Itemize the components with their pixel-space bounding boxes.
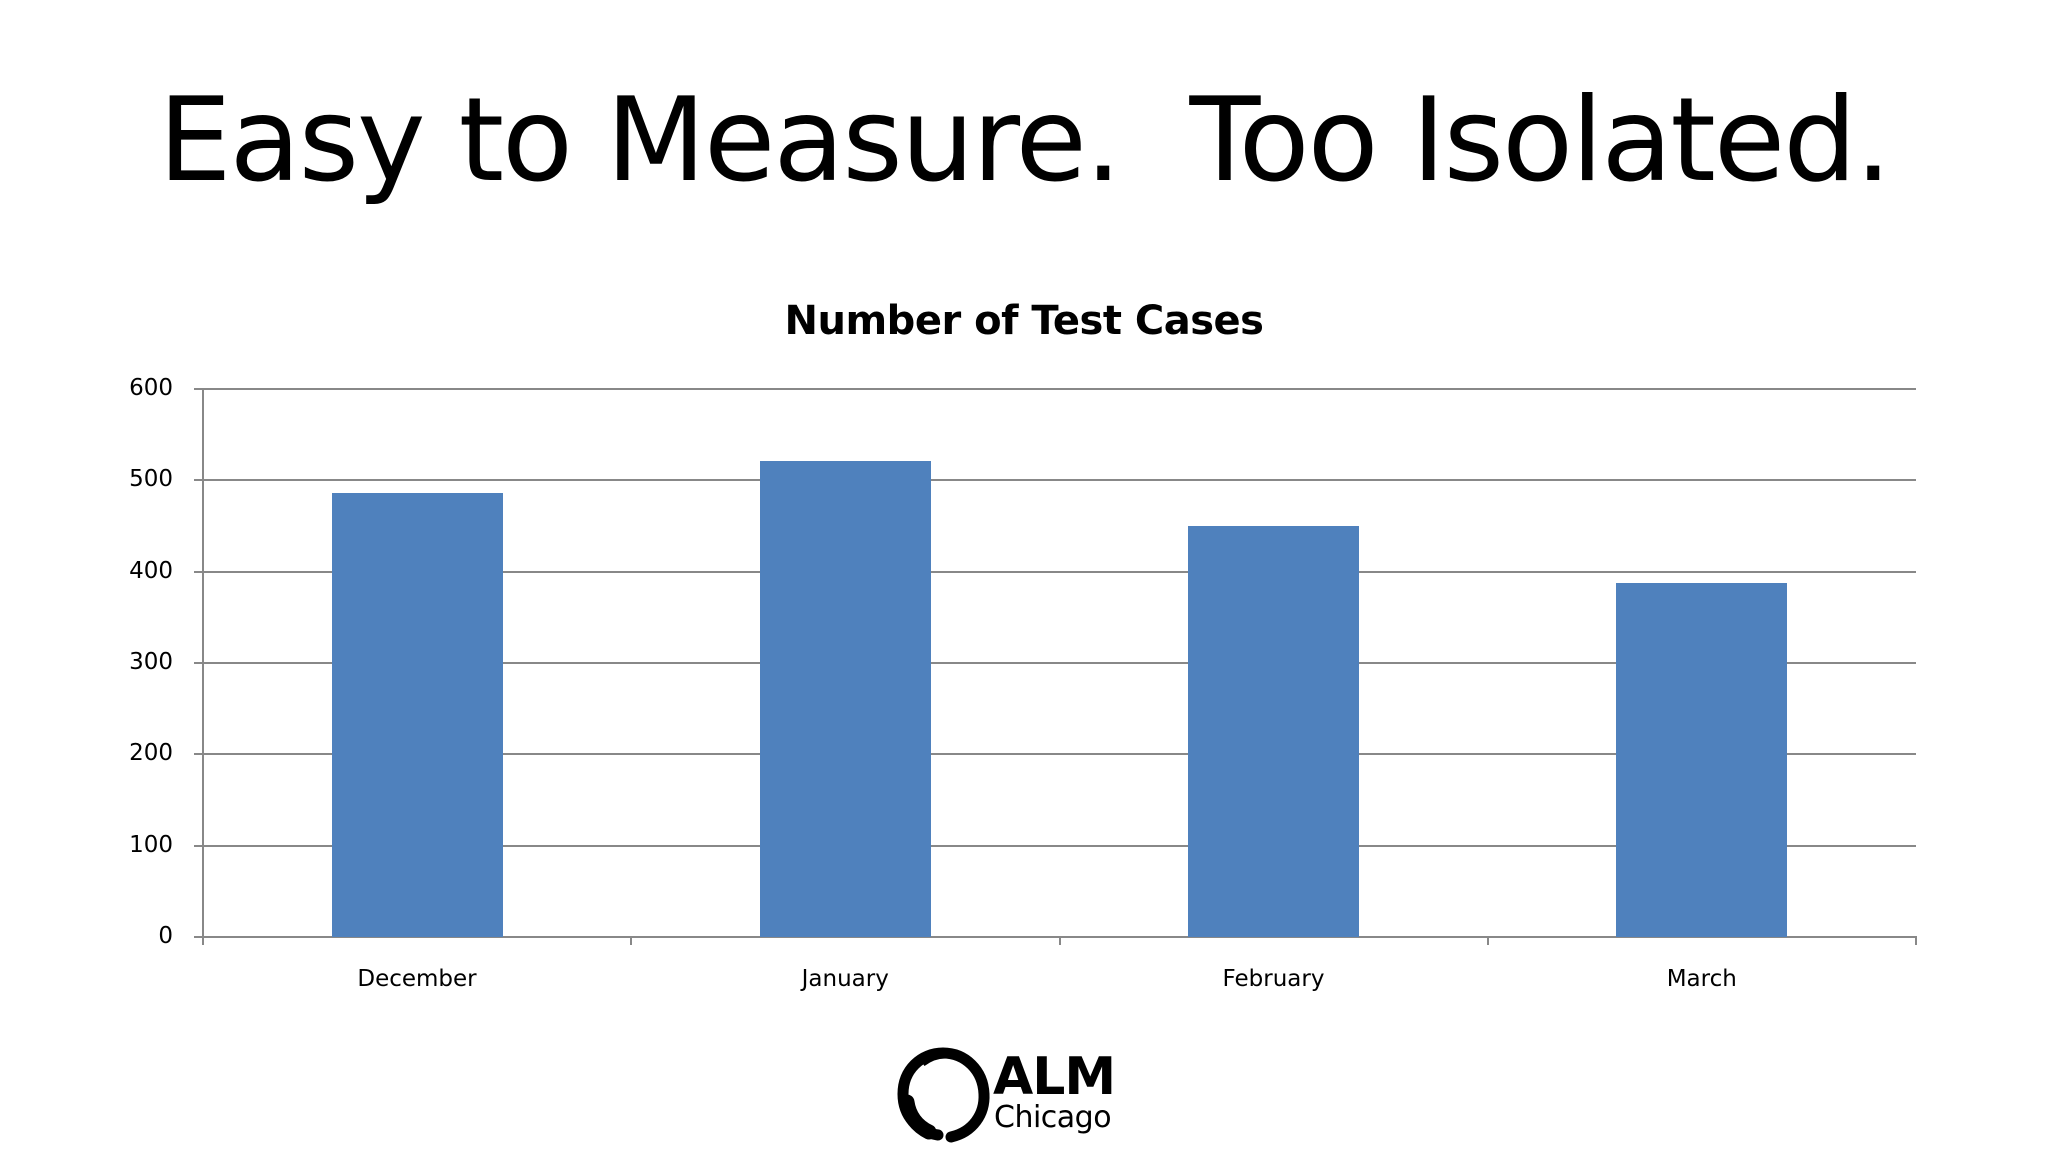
x-tick-mark bbox=[1486, 936, 1489, 945]
y-tick-label: 500 bbox=[129, 466, 173, 493]
x-category-label: February bbox=[1222, 966, 1325, 992]
x-category-label: March bbox=[1666, 966, 1737, 992]
y-tick-label: 600 bbox=[129, 375, 173, 401]
y-tick-label: 0 bbox=[158, 923, 173, 949]
alm-chicago-logo: ALM Chicago bbox=[893, 1044, 1123, 1146]
x-tick-mark bbox=[630, 936, 633, 945]
bar-february bbox=[1188, 526, 1360, 937]
bar-december bbox=[331, 493, 503, 937]
x-tick-mark bbox=[1915, 936, 1917, 945]
y-tick-label: 200 bbox=[129, 740, 173, 767]
y-tick-label: 100 bbox=[129, 831, 173, 858]
x-category-label: January bbox=[801, 966, 889, 992]
gridline bbox=[194, 753, 1916, 756]
gridline bbox=[194, 936, 1916, 938]
logo-text-alm: ALM bbox=[993, 1047, 1116, 1107]
slide-title: Easy to Measure. Too Isolated. bbox=[158, 73, 1892, 208]
x-tick-mark bbox=[202, 936, 204, 945]
x-tick-mark bbox=[1058, 936, 1061, 945]
gridline bbox=[194, 662, 1916, 664]
logo-text-chicago: Chicago bbox=[994, 1100, 1112, 1135]
y-tick-label: 300 bbox=[129, 649, 173, 675]
gridline bbox=[194, 388, 1916, 390]
chart-title: Number of Test Cases bbox=[784, 298, 1264, 344]
bar-january bbox=[759, 461, 931, 937]
plot-area: 0 100 200 300 400 500 600 December January Februa… bbox=[129, 375, 1917, 992]
gridline bbox=[194, 844, 1916, 847]
x-category-label: December bbox=[357, 966, 477, 992]
y-tick-label: 400 bbox=[129, 557, 173, 584]
gridline bbox=[194, 479, 1916, 482]
brush-circle-icon bbox=[897, 1047, 990, 1143]
y-axis-line bbox=[202, 389, 204, 945]
bar-march bbox=[1616, 582, 1788, 937]
gridline bbox=[194, 570, 1916, 573]
